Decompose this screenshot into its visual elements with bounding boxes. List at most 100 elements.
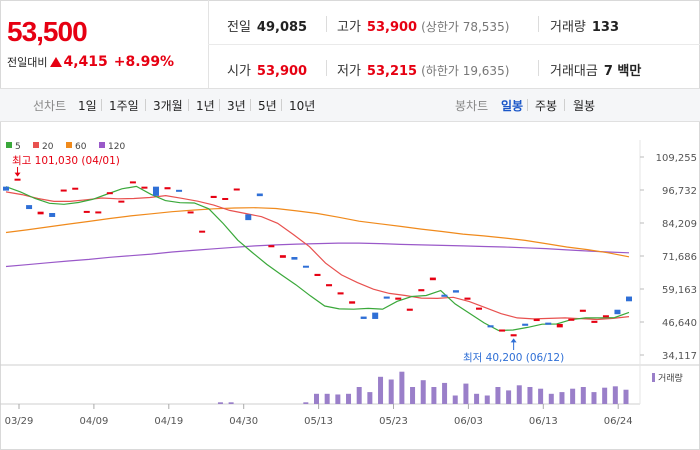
candle xyxy=(141,186,148,189)
current-price: 53,500 xyxy=(7,16,88,47)
lower-limit: (하한가 19,635) xyxy=(421,64,510,78)
line-chart-label: 선차트 xyxy=(33,99,67,113)
candle xyxy=(3,186,9,191)
candle xyxy=(210,195,217,198)
x-tick-label: 05/23 xyxy=(379,416,408,427)
candle xyxy=(591,320,598,323)
tab-separator xyxy=(250,99,251,111)
x-tick-label: 04/09 xyxy=(79,416,108,427)
candle xyxy=(49,213,56,217)
x-tick-label: 06/03 xyxy=(454,416,483,427)
stat-separator xyxy=(538,16,539,32)
volume-bar xyxy=(388,379,394,404)
moving-average-lines xyxy=(5,185,630,332)
tab-daily[interactable]: 일봉 xyxy=(501,99,524,113)
low-value: 53,215 xyxy=(366,64,418,79)
volume-bar xyxy=(378,376,384,404)
candle xyxy=(176,189,183,192)
tab-separator xyxy=(219,99,220,111)
x-tick-label: 04/30 xyxy=(229,416,258,427)
y-tick-label: 96,732 xyxy=(662,186,697,197)
tab-5y[interactable]: 5년 xyxy=(258,99,277,113)
candle xyxy=(360,316,367,319)
candle xyxy=(418,289,425,292)
candle xyxy=(26,205,33,210)
volume-bar xyxy=(431,387,437,404)
candle xyxy=(452,290,459,293)
candle xyxy=(626,296,632,302)
tab-1d[interactable]: 1일 xyxy=(78,99,97,113)
candle xyxy=(522,323,529,326)
tab-weekly[interactable]: 주봉 xyxy=(535,99,558,113)
candle xyxy=(37,211,44,215)
tab-3m[interactable]: 3개월 xyxy=(153,99,183,113)
candle xyxy=(510,334,517,337)
prev-close-value: 49,085 xyxy=(256,20,308,35)
volume-bar xyxy=(538,388,544,404)
x-tick-label: 03/29 xyxy=(5,416,34,427)
ma60-line xyxy=(5,207,630,258)
volume-bar xyxy=(484,395,490,404)
y-tick-label: 109,255 xyxy=(656,153,697,164)
low-arrow-head xyxy=(510,338,517,343)
volume-bar xyxy=(228,402,234,404)
stat-trade-value: 거래대금 7 백만 xyxy=(550,60,641,79)
volume-bar xyxy=(623,389,629,404)
volume-bar xyxy=(410,387,416,404)
candle xyxy=(441,294,448,297)
high-value: 53,900 xyxy=(366,20,418,35)
volume-bar xyxy=(324,393,330,404)
tab-1w[interactable]: 1주일 xyxy=(109,99,139,113)
candle xyxy=(395,297,402,300)
volume-bar xyxy=(463,383,469,404)
tab-1y[interactable]: 1년 xyxy=(196,99,215,113)
volume-legend-swatch xyxy=(652,373,655,382)
volume-bar xyxy=(442,382,448,404)
stat-open: 시가 53,900 xyxy=(227,60,307,79)
volume-bar xyxy=(612,386,618,404)
open-value: 53,900 xyxy=(256,64,308,79)
trade-value-label: 거래대금 xyxy=(550,64,598,79)
y-tick-label: 46,640 xyxy=(662,318,697,329)
tab-separator xyxy=(281,99,282,111)
low-label: 저가 xyxy=(337,64,361,79)
y-tick-label: 59,163 xyxy=(662,285,697,296)
candle xyxy=(372,312,379,319)
candle xyxy=(118,200,125,203)
tab-separator xyxy=(188,99,189,111)
tab-3y[interactable]: 3년 xyxy=(227,99,246,113)
candle xyxy=(268,245,275,248)
volume-value: 133 xyxy=(591,20,620,35)
candle xyxy=(152,186,159,196)
volume-bar xyxy=(452,395,458,404)
volume-bar xyxy=(303,402,309,404)
price-summary: 53,500 전일대비 4,415 +8.99% 전일 49,085 고가 53,900… xyxy=(0,0,700,88)
chart-period-tabs: 선차트 1일 1주일 3개월 1년 3년 5년 10년 봉차트 일봉 주봉 월봉 xyxy=(0,88,700,122)
candle xyxy=(256,193,263,197)
volume-bar xyxy=(314,393,319,404)
candle xyxy=(556,323,563,328)
stat-high: 고가 53,900 (상한가 78,535) xyxy=(337,16,509,35)
current-price-box: 53,500 전일대비 4,415 +8.99% xyxy=(0,0,209,88)
candle xyxy=(326,284,333,287)
volume-bar xyxy=(356,387,362,404)
axes: 109,255 96,732 84,209 71,686 59,163 46,640 34,… xyxy=(5,153,697,427)
candle xyxy=(222,197,229,200)
stat-separator xyxy=(538,60,539,76)
trade-value-value: 7 백만 xyxy=(603,64,642,79)
y-tick-label: 71,686 xyxy=(662,252,697,263)
candle xyxy=(499,329,506,332)
volume-bar xyxy=(495,387,501,404)
legend-label: 60 xyxy=(75,142,87,152)
candle xyxy=(129,181,136,184)
annotations: 최고 101,030 (04/01) 최저 40,200 (06/12) xyxy=(12,155,564,364)
tab-10y[interactable]: 10년 xyxy=(289,99,316,113)
tab-monthly[interactable]: 월봉 xyxy=(573,99,596,113)
candle xyxy=(233,188,240,191)
tab-separator xyxy=(101,99,102,111)
x-tick-label: 06/13 xyxy=(529,416,558,427)
candle xyxy=(291,257,298,260)
stat-volume: 거래량 133 xyxy=(550,16,619,35)
